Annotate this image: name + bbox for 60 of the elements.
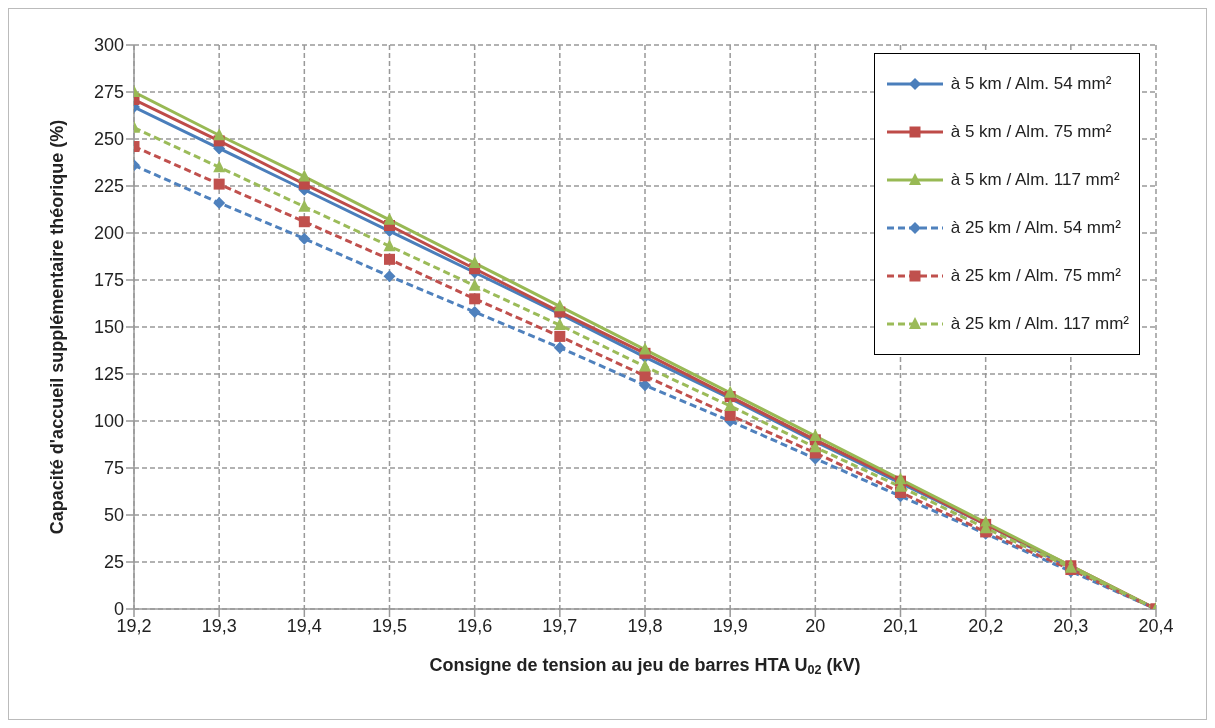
- x-tick-label: 19,4: [286, 615, 322, 636]
- x-tick-label: 20,1: [882, 615, 919, 636]
- point: [468, 278, 481, 291]
- y-axis-title: Capacité d'accueil supplémentaire théorique (%): [47, 119, 67, 535]
- point: [383, 212, 396, 225]
- point: [553, 341, 566, 354]
- point: [639, 342, 651, 355]
- point: [383, 270, 396, 283]
- x-tick-label: 19,8: [627, 615, 663, 636]
- x-tick-label: 20,3: [1053, 615, 1089, 636]
- point: [468, 256, 481, 269]
- point: [298, 169, 311, 182]
- x-tick-label: 19,9: [712, 615, 748, 636]
- legend-label: à 5 km / Alm. 54 mm²: [950, 74, 1112, 94]
- point: [553, 318, 566, 331]
- point: [468, 305, 481, 318]
- y-tick-label: 100: [93, 411, 124, 432]
- x-tick-label: 20: [805, 615, 826, 636]
- y-tick-label: 225: [93, 176, 124, 197]
- point: [213, 196, 226, 209]
- point: [298, 199, 311, 212]
- legend-label: à 5 km / Alm. 75 mm²: [950, 122, 1112, 142]
- point: [298, 232, 311, 245]
- point: [724, 385, 737, 398]
- x-tick-label: 19,5: [371, 615, 408, 636]
- point: [809, 440, 822, 453]
- y-tick-label: 200: [93, 223, 124, 244]
- x-tick-label: 20,4: [1138, 615, 1174, 636]
- x-tick-label: 20,2: [968, 615, 1004, 636]
- legend-label: à 5 km / Alm. 117 mm²: [950, 170, 1120, 190]
- point: [469, 293, 481, 305]
- point: [724, 398, 737, 411]
- x-tick-label: 19,6: [457, 615, 493, 636]
- point: [384, 253, 395, 265]
- legend-label: à 25 km / Alm. 54 mm²: [950, 218, 1121, 238]
- y-tick-label: 175: [93, 270, 124, 291]
- y-tick-label: 150: [93, 317, 124, 338]
- y-tick-label: 300: [93, 35, 124, 56]
- y-tick-label: 275: [93, 82, 124, 103]
- point: [724, 409, 736, 421]
- point: [554, 330, 566, 342]
- x-tick-label: 19,3: [201, 615, 237, 636]
- point: [639, 359, 651, 372]
- legend-label: à 25 km / Alm. 75 mm²: [950, 266, 1121, 286]
- point: [213, 178, 225, 190]
- x-axis-title: Consigne de tension au jeu de barres HTA U$_{02}$ (kV): [429, 655, 861, 678]
- point: [213, 128, 226, 141]
- y-tick-label: 250: [93, 129, 124, 150]
- y-tick-label: 75: [103, 458, 124, 479]
- y-tick-label: 50: [103, 505, 124, 526]
- point: [298, 216, 310, 228]
- point: [213, 160, 226, 173]
- y-tick-label: 25: [103, 552, 124, 573]
- y-tick-label: 125: [93, 364, 124, 385]
- x-tick-label: 19,7: [542, 615, 578, 636]
- point: [639, 370, 651, 382]
- legend-label: à 25 km / Alm. 117 mm²: [950, 314, 1129, 334]
- point: [809, 429, 822, 442]
- point: [383, 239, 396, 252]
- point: [553, 299, 566, 312]
